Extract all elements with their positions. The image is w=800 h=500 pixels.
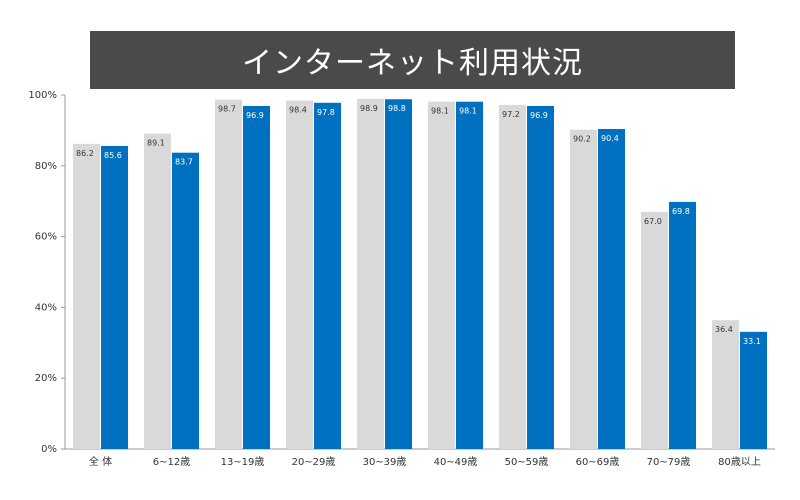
- bar-series-2: [527, 105, 554, 449]
- x-category-label: 80歳以上: [718, 456, 761, 468]
- bar-series-1: [215, 99, 242, 450]
- bar-value-label: 33.1: [743, 337, 761, 346]
- bar-series-1: [570, 129, 597, 449]
- x-category-label: 70~79歳: [647, 456, 691, 468]
- chart-bars: [73, 98, 767, 450]
- bar-series-2: [385, 99, 412, 450]
- bar-series-2: [243, 105, 270, 449]
- y-tick-label: 80%: [35, 161, 57, 172]
- x-category-label: 50~59歳: [505, 456, 549, 468]
- bar-series-2: [101, 145, 128, 449]
- bar-value-label: 98.8: [388, 104, 406, 113]
- bar-value-label: 98.7: [218, 105, 236, 114]
- bar-value-label: 98.9: [360, 104, 378, 113]
- y-tick-label: 100%: [28, 90, 57, 101]
- bar-value-label: 36.4: [715, 325, 733, 334]
- bar-value-label: 90.2: [573, 135, 591, 144]
- x-category-label: 60~69歳: [576, 456, 620, 468]
- bar-value-label: 86.2: [76, 149, 94, 158]
- x-category-label: 13~19歳: [221, 456, 265, 468]
- x-category-label: 全 体: [89, 455, 112, 468]
- bar-series-2: [740, 331, 767, 449]
- y-tick-label: 20%: [35, 373, 57, 384]
- bar-value-label: 98.1: [459, 107, 477, 116]
- bar-value-label: 69.8: [672, 207, 690, 216]
- bar-series-1: [641, 211, 668, 449]
- bar-value-label: 89.1: [147, 139, 165, 148]
- y-tick-label: 0%: [41, 444, 57, 455]
- bar-value-label: 96.9: [530, 111, 548, 120]
- bar-series-2: [314, 102, 341, 450]
- bar-series-1: [286, 100, 313, 449]
- bar-series-2: [172, 152, 199, 449]
- bar-value-label: 97.8: [317, 108, 335, 117]
- y-tick-label: 40%: [35, 302, 57, 313]
- bar-value-label: 98.4: [289, 106, 307, 115]
- x-category-label: 40~49歳: [434, 456, 478, 468]
- bar-series-1: [144, 133, 171, 449]
- bar-value-label: 83.7: [175, 158, 193, 167]
- chart-title: インターネット利用状況: [90, 31, 735, 89]
- bar-value-label: 97.2: [502, 110, 520, 119]
- bar-value-label: 90.4: [601, 134, 619, 143]
- bar-series-1: [428, 101, 455, 449]
- bar-value-label: 85.6: [104, 151, 122, 160]
- bar-series-2: [669, 201, 696, 449]
- bar-series-2: [598, 128, 625, 449]
- bar-value-label: 96.9: [246, 111, 264, 120]
- y-tick-label: 60%: [35, 232, 57, 243]
- bar-series-1: [73, 143, 100, 450]
- bar-series-1: [499, 104, 526, 450]
- x-category-label: 6~12歳: [153, 456, 190, 468]
- bar-value-label: 98.1: [431, 107, 449, 116]
- bar-value-label: 67.0: [644, 217, 662, 226]
- bar-series-1: [712, 320, 739, 449]
- bar-series-1: [357, 98, 384, 450]
- x-category-label: 30~39歳: [363, 456, 407, 468]
- bar-series-2: [456, 101, 483, 449]
- x-category-label: 20~29歳: [292, 456, 336, 468]
- chart-labels: 86.2 85.6 全 体 89.1 83.7 6~12歳 98.7 96.9 13~19歳 98…: [76, 104, 761, 468]
